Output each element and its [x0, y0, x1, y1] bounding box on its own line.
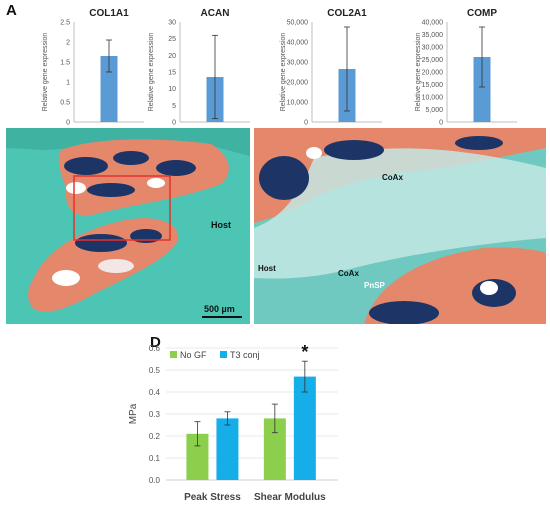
b-void-3: [52, 270, 80, 286]
y-tick-label: 0.5: [149, 366, 161, 375]
y-tick-label: 5: [172, 103, 176, 110]
c-marrow-2: [324, 140, 384, 160]
y-tick-label: 0: [304, 120, 308, 127]
y-tick-label: 0: [439, 120, 443, 127]
y-axis-label: Relative gene expression: [280, 33, 287, 112]
y-axis-label: MPa: [128, 403, 139, 424]
b-zoom-box: [73, 175, 171, 241]
mechanics-chart: 0.0 0.1 0.2 0.3 0.4 0.5 0.6 MPa Peak Stress * Shea…: [128, 342, 338, 503]
gene-chart-col1a1-body: COL1A1 Relative gene expression 0 0.5 1 1.5 2 2…: [42, 8, 144, 127]
gene-chart-col2a1: COL2A1 Relative gene expression 0 10,000 20,…: [280, 8, 382, 127]
y-tick-label: 50,000: [287, 20, 309, 27]
y-tick-label: 0.5: [60, 100, 70, 107]
y-tick-label: 0.2: [149, 432, 161, 441]
y-tick-label: 20: [168, 53, 176, 60]
b-host-label: Host: [211, 220, 231, 230]
c-coax-top-label: CoAx: [382, 173, 403, 182]
chart-title: COMP: [467, 8, 497, 19]
gene-chart-acan-body: ACAN Relative gene expression 0 5 10 15 20 25 30: [148, 8, 250, 127]
y-tick-label: 25,000: [422, 57, 444, 64]
y-tick-label: 1.5: [60, 60, 70, 67]
y-tick-label: 1: [66, 80, 70, 87]
bar: [100, 56, 118, 122]
bar: [293, 376, 316, 480]
c-pnsp-label: PnSP: [364, 281, 386, 290]
y-tick-label: 15: [168, 70, 176, 77]
panel-label-a: A: [6, 2, 17, 19]
b-marrow-6: [130, 229, 162, 243]
y-tick-label: 35,000: [422, 32, 444, 39]
c-void-2: [480, 281, 498, 295]
y-tick-label: 2.5: [60, 20, 70, 27]
b-void-1: [66, 182, 86, 194]
y-tick-label: 40,000: [287, 40, 309, 47]
y-tick-label: 0.0: [149, 476, 161, 485]
chart-title: COL2A1: [327, 8, 367, 19]
c-coax-band: [254, 148, 546, 279]
y-tick-label: 40,000: [422, 20, 444, 27]
significance-annotation: *: [301, 342, 308, 362]
y-tick-label: 10: [168, 86, 176, 93]
y-tick-label: 2: [66, 40, 70, 47]
panel-label-d: D: [150, 334, 161, 351]
bar: [263, 418, 286, 480]
y-tick-label: 15,000: [422, 82, 444, 89]
y-tick-label: 10,000: [422, 95, 444, 102]
y-tick-label: 25: [168, 36, 176, 43]
gene-chart-comp-body: COMP Relative gene expression 0 5,000 10,000…: [415, 8, 517, 127]
gene-chart-col1a1: COL1A1 Relative gene expression 0 0.5 1 1.5 2 2…: [42, 8, 144, 127]
y-tick-label: 20,000: [422, 70, 444, 77]
b-void-2: [147, 178, 165, 188]
y-tick-label: 0.6: [149, 344, 161, 353]
c-coax-bottom-label: CoAx: [338, 269, 359, 278]
b-upper-bone-graft: [58, 139, 229, 216]
legend-swatch: [170, 351, 177, 358]
chart-title: ACAN: [201, 8, 230, 19]
bar: [216, 418, 239, 480]
b-marrow-3: [156, 160, 196, 176]
b-marrow-4: [87, 183, 135, 197]
legend-label: No GF: [180, 350, 207, 360]
b-marrow-2: [113, 151, 149, 165]
bar: [473, 57, 491, 122]
y-axis-label: Relative gene expression: [415, 33, 422, 112]
c-void-1: [306, 147, 322, 159]
y-tick-label: 30: [168, 20, 176, 27]
gene-chart-comp: COMP Relative gene expression 0 5,000 10,000…: [415, 8, 517, 127]
b-void-4: [98, 259, 134, 273]
histology-b-drawing: Host 500 µm: [6, 128, 250, 324]
x-category-label: Shear Modulus: [254, 492, 326, 503]
y-tick-label: 0: [172, 120, 176, 127]
b-marrow-5: [75, 234, 127, 252]
gene-chart-col2a1-body: COL2A1 Relative gene expression 0 10,000 20,…: [280, 8, 382, 127]
y-axis-label: Relative gene expression: [42, 33, 49, 112]
b-marrow-1: [64, 157, 108, 175]
y-axis-label: Relative gene expression: [148, 33, 155, 112]
histology-image-b: Host 500 µm: [6, 128, 250, 324]
x-category-label: Peak Stress: [184, 492, 241, 503]
y-tick-label: 5,000: [425, 107, 443, 114]
y-tick-label: 30,000: [422, 45, 444, 52]
y-tick-label: 0: [66, 120, 70, 127]
y-tick-label: 0.4: [149, 388, 161, 397]
histology-image-c: CoAx CoAx Host PnSP: [254, 128, 546, 324]
chart-title: COL1A1: [89, 8, 129, 19]
y-tick-label: 20,000: [287, 80, 309, 87]
bar: [186, 433, 209, 480]
mechanics-chart-body: 0.0 0.1 0.2 0.3 0.4 0.5 0.6 MPa Peak Stress * Shea…: [128, 342, 338, 503]
gene-chart-acan: ACAN Relative gene expression 0 5 10 15 20 25 30: [148, 8, 250, 127]
legend-label: T3 conj: [230, 350, 260, 360]
b-scale-bar-label: 500 µm: [204, 304, 235, 314]
c-host-label: Host: [258, 264, 276, 273]
c-marrow-3: [455, 136, 503, 150]
y-tick-label: 0.3: [149, 410, 161, 419]
y-tick-label: 10,000: [287, 100, 309, 107]
histology-c-drawing: CoAx CoAx Host PnSP: [254, 128, 546, 324]
c-marrow-1: [259, 156, 309, 200]
c-marrow-4: [369, 301, 439, 324]
y-tick-label: 0.1: [149, 454, 161, 463]
legend-swatch: [220, 351, 227, 358]
y-tick-label: 30,000: [287, 60, 309, 67]
